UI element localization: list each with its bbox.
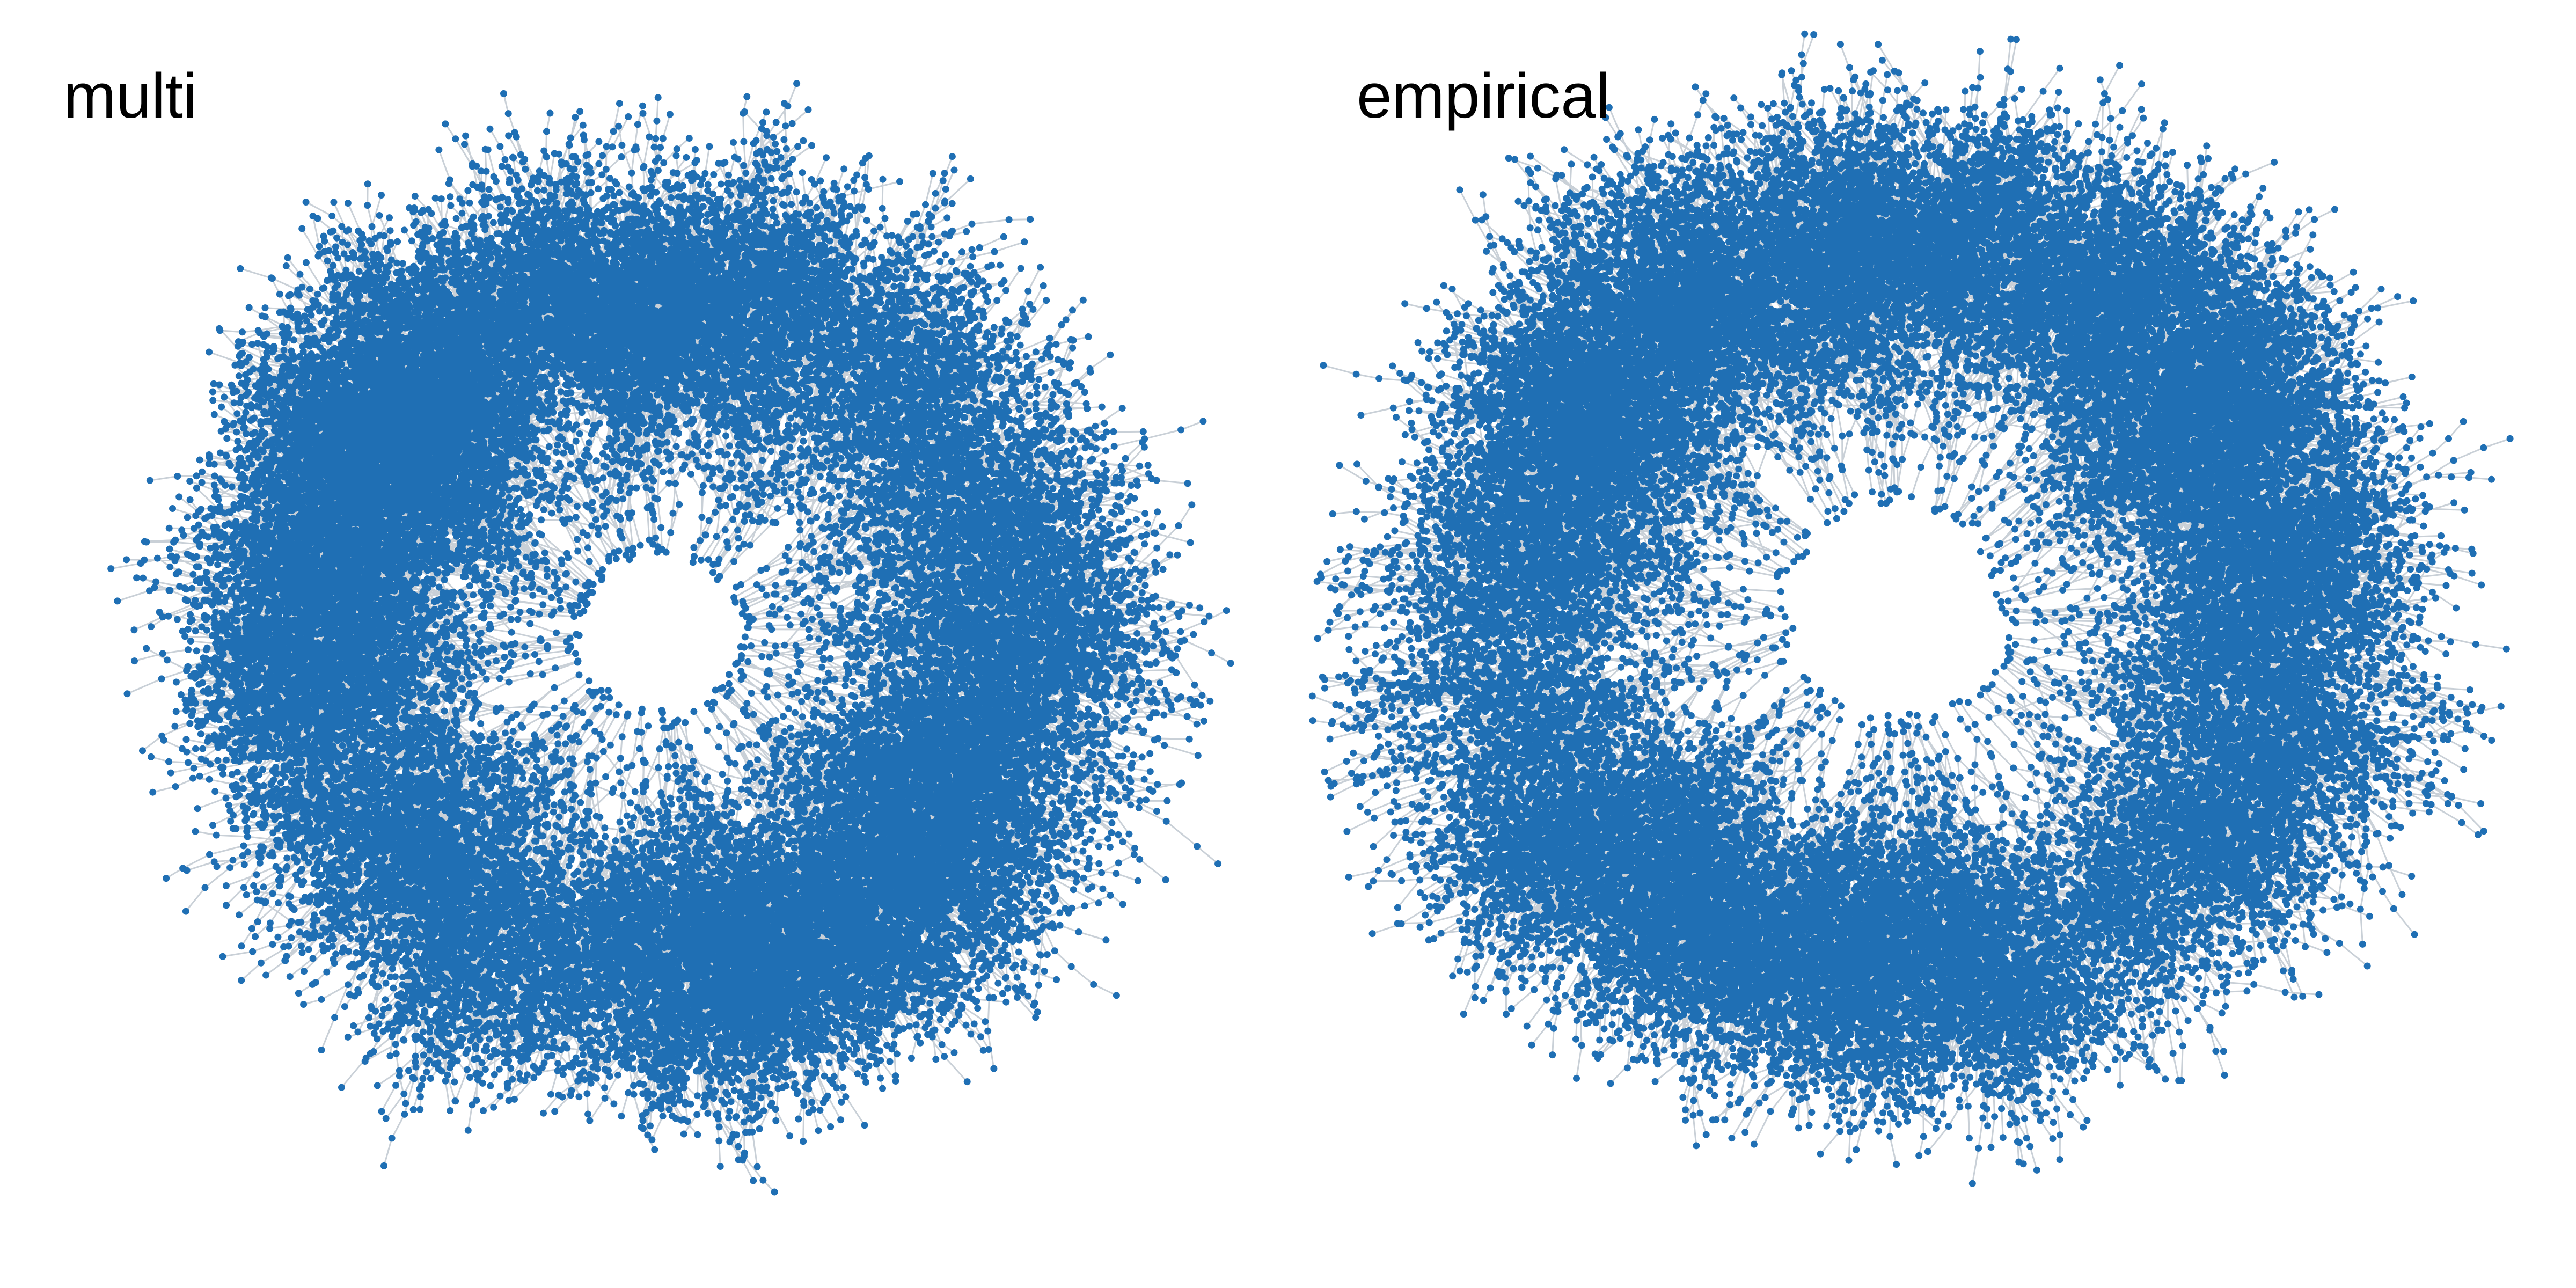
multi-panel-label: multi: [63, 61, 197, 131]
multi-network-panel: multi: [63, 61, 1234, 1196]
network-nodes: [1308, 30, 2514, 1187]
network-node-dots: [1308, 30, 2514, 1187]
network-node-dots: [107, 80, 1234, 1196]
multi-network-graph: [107, 80, 1234, 1196]
empirical-network-panel: empirical: [1288, 0, 2576, 1288]
network-nodes: [107, 80, 1234, 1196]
empirical-network-graph: [1308, 30, 2514, 1187]
empirical-panel-label: empirical: [1357, 61, 1611, 131]
